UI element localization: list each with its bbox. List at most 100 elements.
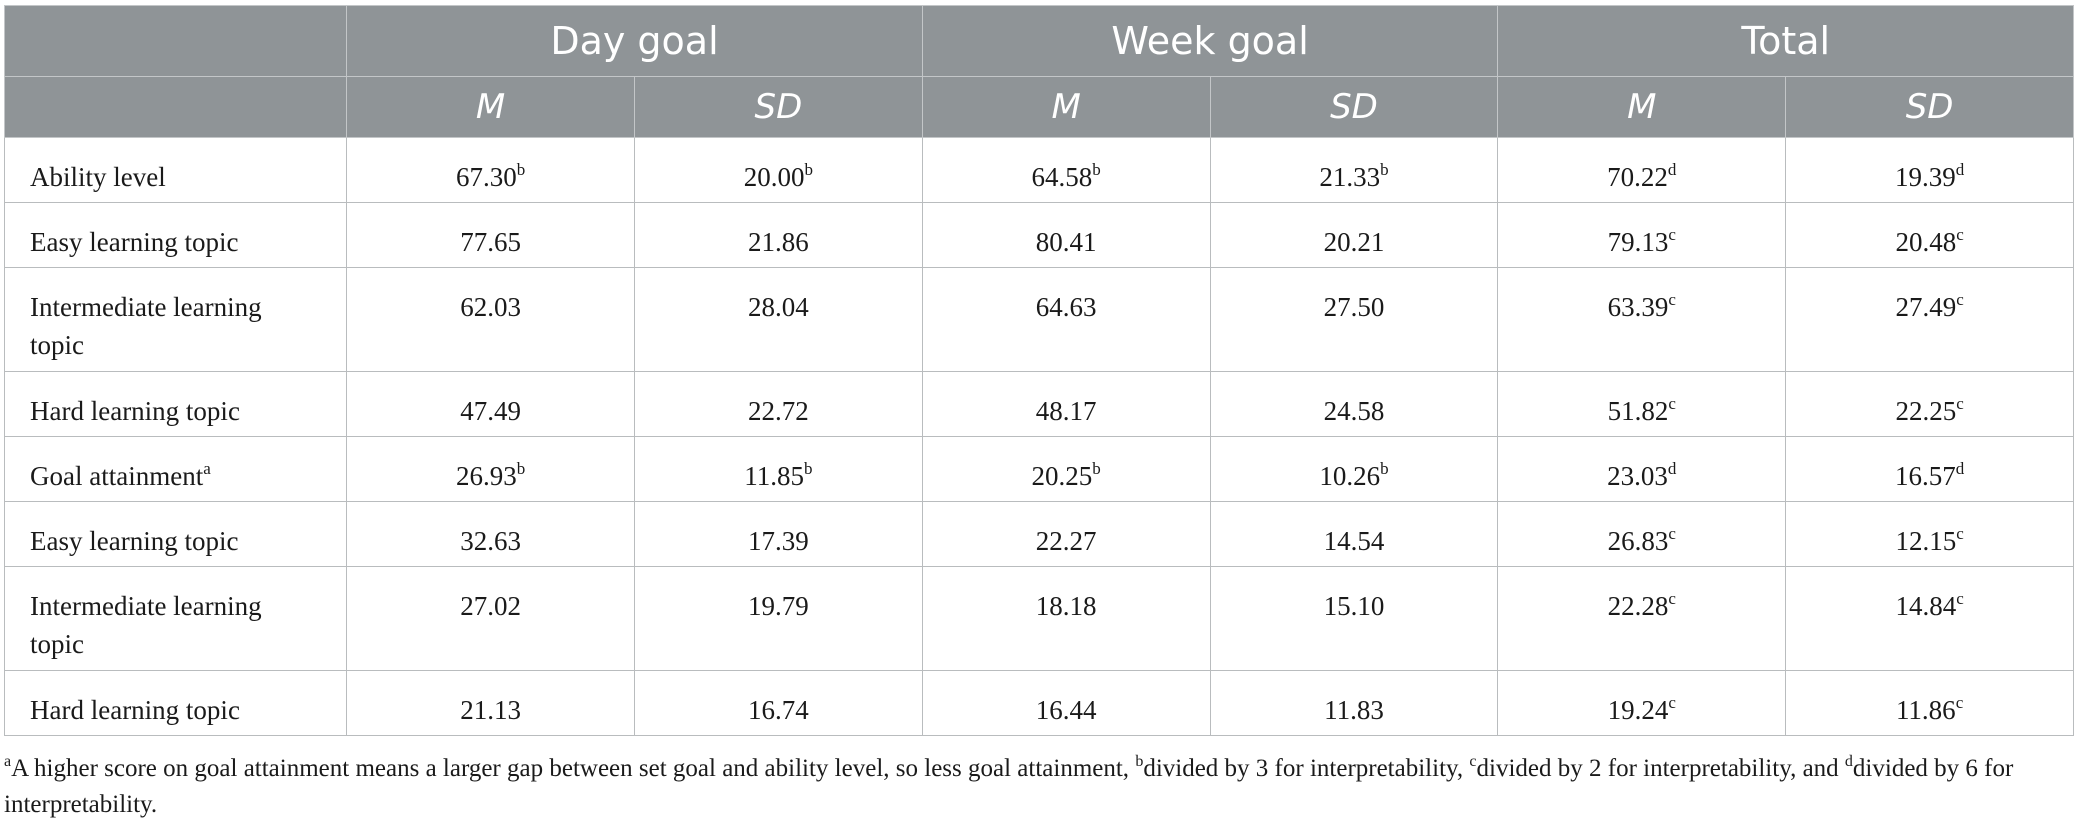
cell-value: 21.33: [1319, 162, 1381, 192]
cell-week-sd: 15.10: [1209, 566, 1499, 671]
row-label-cell: Hard learning topic: [3, 371, 348, 437]
cell-footnote-mark: b: [1380, 160, 1389, 179]
cell-footnote-mark: d: [1667, 459, 1677, 478]
cell-value: 12.15: [1895, 526, 1957, 556]
row-label: Intermediate learning topic: [30, 591, 262, 659]
cell-total-sd: 11.86c: [1785, 670, 2074, 736]
cell-value: 22.28: [1607, 591, 1669, 621]
cell-value: 19.39: [1894, 162, 1956, 192]
cell-value: 18.18: [1035, 591, 1097, 621]
cell-value: 26.93: [455, 461, 517, 491]
cell-total-sd: 22.25c: [1785, 371, 2074, 437]
cell-day-m: 27.02: [346, 566, 635, 671]
cell-day-m: 32.63: [346, 501, 635, 567]
header-corner-sub: [3, 76, 348, 138]
row-label-footnote-mark: a: [203, 459, 211, 478]
cell-value: 67.30: [455, 162, 517, 192]
cell-week-m: 48.17: [921, 371, 1211, 437]
cell-footnote-mark: c: [1668, 693, 1676, 712]
cell-total-m: 22.28c: [1497, 566, 1787, 671]
cell-value: 23.03: [1607, 461, 1668, 491]
cell-week-m: 22.27: [921, 501, 1211, 567]
row-label: Goal attainment: [30, 461, 204, 491]
cell-footnote-mark: b: [516, 160, 526, 179]
table-row: Easy learning topic 77.65 21.86 80.41 20.21 7…: [3, 202, 2074, 268]
row-label-cell: Ability level: [3, 137, 348, 203]
cell-day-m: 26.93b: [346, 436, 635, 502]
cell-footnote-mark: c: [1956, 290, 1964, 309]
cell-total-m: 51.82c: [1497, 371, 1787, 437]
cell-value: 27.50: [1323, 292, 1385, 322]
cell-value: 63.39: [1607, 292, 1669, 322]
cell-week-m: 64.63: [921, 267, 1211, 372]
table-row: Goal attainmenta 26.93b 11.85b 20.25b 10.26b…: [3, 436, 2074, 502]
cell-value: 21.13: [460, 695, 521, 725]
header-group-total: Total: [1497, 5, 2074, 77]
cell-total-sd: 20.48c: [1785, 202, 2074, 268]
cell-day-sd: 11.85b: [633, 436, 923, 502]
cell-value: 15.10: [1323, 591, 1385, 621]
cell-footnote-mark: d: [1955, 160, 1965, 179]
cell-week-sd: 11.83: [1209, 670, 1499, 736]
cell-week-sd: 10.26b: [1209, 436, 1499, 502]
cell-value: 62.03: [460, 292, 521, 322]
cell-value: 11.83: [1324, 695, 1384, 725]
cell-value: 27.02: [460, 591, 521, 621]
cell-footnote-mark: b: [804, 160, 814, 179]
cell-value: 21.86: [748, 227, 809, 257]
cell-week-m: 16.44: [921, 670, 1211, 736]
cell-value: 32.63: [460, 526, 521, 556]
header-group-week-goal: Week goal: [921, 5, 1499, 77]
header-total-m: M: [1497, 76, 1787, 138]
cell-footnote-mark: c: [1668, 589, 1676, 608]
cell-value: 79.13: [1607, 227, 1669, 257]
row-label-cell: Intermediate learning topic: [3, 566, 348, 671]
cell-day-sd: 16.74: [633, 670, 923, 736]
cell-value: 22.25: [1895, 396, 1957, 426]
row-label: Ability level: [30, 162, 166, 192]
statistics-table: Day goal Week goal Total M SD M SD M SD …: [3, 5, 2074, 736]
cell-week-sd: 27.50: [1209, 267, 1499, 372]
header-group-day-goal: Day goal: [346, 5, 923, 77]
row-label: Easy learning topic: [30, 227, 239, 257]
cell-footnote-mark: b: [1380, 459, 1389, 478]
cell-total-m: 19.24c: [1497, 670, 1787, 736]
cell-footnote-mark: d: [1667, 160, 1677, 179]
cell-footnote-mark: c: [1668, 394, 1676, 413]
footnote-mark-a: a: [4, 753, 12, 770]
row-label-cell: Easy learning topic: [3, 202, 348, 268]
table-row: Easy learning topic 32.63 17.39 22.27 14.54 2…: [3, 501, 2074, 567]
cell-value: 77.65: [460, 227, 521, 257]
footnote-a-text: A higher score on goal attainment means …: [11, 755, 1136, 782]
cell-value: 22.27: [1035, 526, 1097, 556]
cell-value: 28.04: [748, 292, 809, 322]
table-row: Hard learning topic 47.49 22.72 48.17 24.58 5…: [3, 371, 2074, 437]
cell-week-m: 64.58b: [921, 137, 1211, 203]
cell-total-sd: 12.15c: [1785, 501, 2074, 567]
cell-value: 20.21: [1323, 227, 1385, 257]
cell-value: 19.79: [748, 591, 809, 621]
table-row: Ability level 67.30b 20.00b 64.58b 21.33b 70.…: [3, 137, 2074, 203]
cell-value: 64.63: [1035, 292, 1097, 322]
cell-value: 16.57: [1894, 461, 1956, 491]
cell-value: 17.39: [748, 526, 809, 556]
cell-day-sd: 19.79: [633, 566, 923, 671]
row-label: Intermediate learning topic: [30, 292, 262, 360]
cell-value: 24.58: [1323, 396, 1385, 426]
cell-total-m: 70.22d: [1497, 137, 1787, 203]
cell-day-m: 77.65: [346, 202, 635, 268]
cell-value: 48.17: [1035, 396, 1097, 426]
cell-value: 64.58: [1031, 162, 1093, 192]
table-row: Intermediate learning topic 27.02 19.79 18.…: [3, 566, 2074, 671]
table-header: Day goal Week goal Total M SD M SD M SD: [3, 5, 2074, 138]
cell-footnote-mark: c: [1956, 394, 1964, 413]
cell-value: 10.26: [1319, 461, 1381, 491]
table-row: Intermediate learning topic 62.03 28.04 64.…: [3, 267, 2074, 372]
cell-day-m: 47.49: [346, 371, 635, 437]
footnote-c-text: divided by 2 for interpretability, and: [1476, 755, 1845, 782]
cell-total-sd: 14.84c: [1785, 566, 2074, 671]
table-body: Ability level 67.30b 20.00b 64.58b 21.33b 70.…: [3, 137, 2074, 736]
cell-value: 14.54: [1323, 526, 1385, 556]
cell-footnote-mark: c: [1668, 290, 1676, 309]
cell-total-sd: 27.49c: [1785, 267, 2074, 372]
